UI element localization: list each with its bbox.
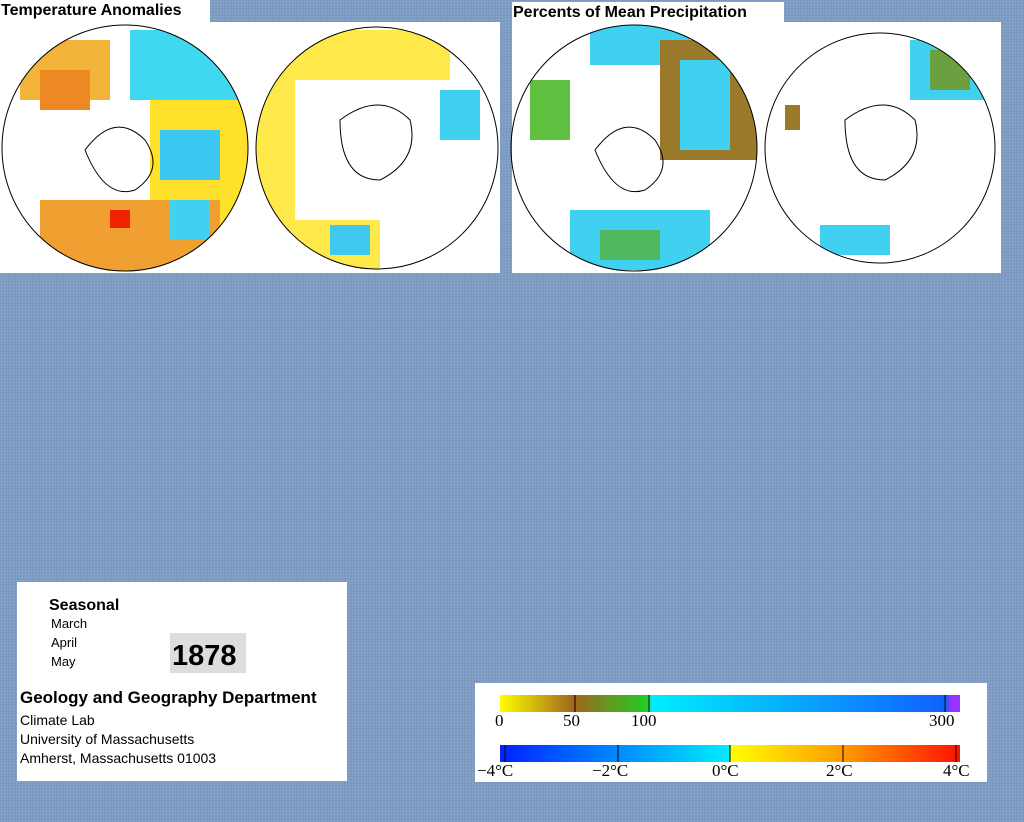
year-box	[170, 633, 246, 673]
month: April	[51, 635, 78, 650]
precip-label: 100	[631, 711, 657, 730]
panel-title: Percents of Mean Precipitation	[513, 4, 747, 21]
month: March	[51, 616, 88, 631]
temp-label: 2°C	[826, 761, 853, 780]
coastline	[84, 104, 918, 192]
precip-label: 0	[495, 711, 504, 730]
info-line: University of Massachusetts	[20, 731, 195, 747]
title-box	[0, 0, 210, 22]
colorbar-ticks	[504, 695, 957, 762]
temp-label: 4°C	[943, 761, 970, 780]
title-box	[512, 2, 784, 22]
precip-label: 300	[929, 711, 955, 730]
temp-label: −2°C	[592, 761, 629, 780]
precipitation-colorbar	[500, 695, 960, 712]
panel-title: Temperature Anomalies	[1, 2, 182, 19]
temperature-south	[256, 30, 480, 269]
info-box	[17, 582, 347, 781]
info-line: Climate Lab	[20, 712, 95, 728]
department: Geology and Geography Department	[20, 688, 317, 707]
month: May	[51, 654, 76, 669]
temp-label: 0°C	[712, 761, 739, 780]
info-line: Amherst, Massachusetts 01003	[20, 750, 217, 766]
precip-label: 50	[563, 711, 580, 730]
temp-label: −4°C	[477, 761, 514, 780]
year: 1878	[172, 640, 237, 672]
heading: Seasonal	[49, 597, 120, 614]
